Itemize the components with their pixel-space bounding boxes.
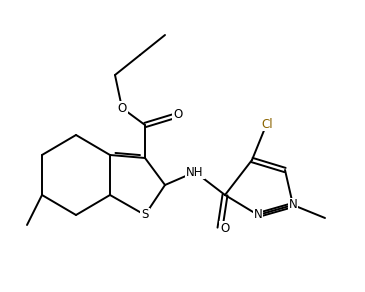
Text: O: O bbox=[173, 109, 182, 121]
Text: N: N bbox=[289, 199, 297, 211]
Text: O: O bbox=[118, 102, 127, 114]
Text: N: N bbox=[254, 208, 262, 222]
Text: S: S bbox=[141, 208, 149, 222]
Text: O: O bbox=[220, 222, 230, 234]
Text: Cl: Cl bbox=[261, 117, 273, 131]
Text: NH: NH bbox=[186, 166, 204, 178]
